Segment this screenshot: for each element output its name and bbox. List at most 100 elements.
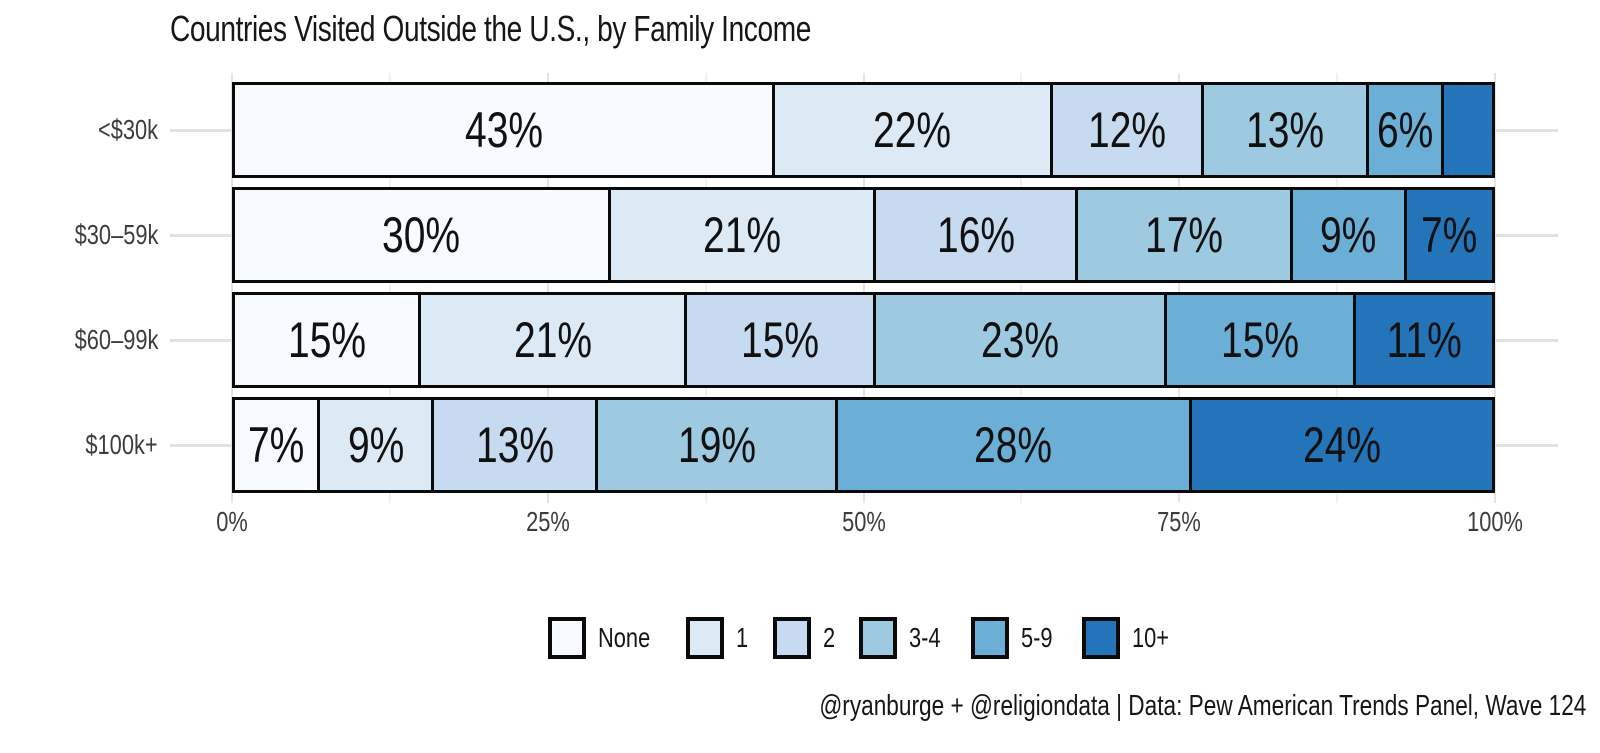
x-axis-tick-text: 25% xyxy=(525,506,570,537)
bar-segment: 17% xyxy=(1078,187,1293,283)
legend-item: 5-9 xyxy=(970,617,1061,659)
legend-item: 1 xyxy=(686,617,752,659)
bar-segment: 21% xyxy=(610,187,877,283)
segment-value-label: 16% xyxy=(936,207,1015,263)
bar-segment: 43% xyxy=(232,82,776,178)
y-axis-category-label: $100k+ xyxy=(0,429,158,461)
segment-value-label: 13% xyxy=(475,417,554,473)
caption: @ryanburge + @religiondata | Data: Pew A… xyxy=(603,690,1586,723)
y-axis-category-text: $60–99k xyxy=(74,324,158,355)
gridline-minor xyxy=(388,73,391,503)
bar-segment xyxy=(1444,82,1495,178)
gridline-major xyxy=(1494,73,1496,503)
x-axis-tick-text: 50% xyxy=(841,506,886,537)
legend-label: 1 xyxy=(736,622,749,653)
legend-label: None xyxy=(598,622,651,653)
segment-value-label: 13% xyxy=(1246,102,1325,158)
y-axis-category-text: <$30k xyxy=(97,114,158,145)
segment-value-label: 17% xyxy=(1145,207,1224,263)
segment-value-label: 43% xyxy=(464,102,543,158)
legend-label: 10+ xyxy=(1132,622,1170,653)
legend-swatch xyxy=(970,617,1009,659)
chart-title-text: Countries Visited Outside the U.S., by F… xyxy=(170,8,811,49)
bar-segment: 7% xyxy=(1406,187,1495,283)
bar-segment: 15% xyxy=(1166,292,1357,388)
legend-label: 5-9 xyxy=(1020,622,1053,653)
segment-value-label: 6% xyxy=(1376,102,1434,158)
legend-swatch xyxy=(548,617,587,659)
bar-segment: 12% xyxy=(1052,82,1205,178)
bar-segment: 9% xyxy=(1292,187,1407,283)
gridline-minor xyxy=(1020,73,1023,503)
legend-item: 2 xyxy=(772,617,839,659)
segment-value-label: 21% xyxy=(702,207,782,263)
bar-segment: 13% xyxy=(1204,82,1369,178)
x-axis-tick-label: 0% xyxy=(212,506,252,538)
legend-label: 3-4 xyxy=(909,622,941,653)
segment-value-label: 9% xyxy=(1320,207,1377,263)
bar-segment: 15% xyxy=(686,292,877,388)
segment-value-label: 22% xyxy=(873,102,952,158)
bar-segment: 24% xyxy=(1191,397,1495,493)
segment-value-label: 21% xyxy=(513,312,592,368)
bar-segment: 6% xyxy=(1368,82,1445,178)
segment-value-label: 9% xyxy=(347,417,404,473)
x-axis-tick-text: 100% xyxy=(1467,506,1523,537)
segment-value-label: 12% xyxy=(1088,102,1167,158)
legend: None 1 2 3-4 5-9 10+ xyxy=(170,612,1558,664)
bar-segment: 28% xyxy=(838,397,1192,493)
segment-value-label: 30% xyxy=(382,207,461,263)
bar-row: 30% 21% 16% 17% 9% 7% xyxy=(232,187,1495,283)
bar-segment: 15% xyxy=(232,292,422,388)
x-axis-tick-label: 75% xyxy=(1151,506,1207,538)
bar-segment: 7% xyxy=(232,397,321,493)
bar-segment: 13% xyxy=(434,397,599,493)
chart-title: Countries Visited Outside the U.S., by F… xyxy=(170,8,992,50)
bar-segment: 22% xyxy=(775,82,1053,178)
gridline-minor xyxy=(704,73,707,503)
bar-segment: 23% xyxy=(876,292,1167,388)
legend-label: 2 xyxy=(822,622,835,653)
segment-value-label: 15% xyxy=(740,312,819,368)
y-axis-category-label: $30–59k xyxy=(0,219,158,251)
bar-segment: 30% xyxy=(232,187,611,283)
segment-value-label: 19% xyxy=(677,417,756,473)
y-axis-category-label: <$30k xyxy=(0,114,158,146)
x-axis-tick-label: 100% xyxy=(1459,506,1531,538)
caption-text: @ryanburge + @religiondata | Data: Pew A… xyxy=(818,690,1586,722)
plot-panel: 43% 22% 12% 13% 6% 30% 21% 16% 17% 9% 7% 15% 21% 15% 2… xyxy=(170,73,1558,503)
gridline-major xyxy=(546,73,549,503)
segment-value-label: 11% xyxy=(1386,312,1462,368)
segment-value-label: 23% xyxy=(980,312,1059,368)
legend-swatch xyxy=(772,617,811,659)
legend-swatch xyxy=(859,617,898,659)
bar-row: 43% 22% 12% 13% 6% xyxy=(232,82,1495,178)
y-axis-category-label: $60–99k xyxy=(0,324,158,356)
bar-segment: 16% xyxy=(876,187,1079,283)
y-axis-category-text: $100k+ xyxy=(85,429,158,460)
gridline-major xyxy=(231,73,233,503)
legend-item: 3-4 xyxy=(859,617,949,659)
segment-value-label: 24% xyxy=(1302,417,1381,473)
x-axis-tick-label: 50% xyxy=(835,506,891,538)
legend-swatch xyxy=(1082,617,1121,659)
legend-item: 10+ xyxy=(1082,617,1180,659)
bar-segment: 11% xyxy=(1356,292,1495,388)
segment-value-label: 15% xyxy=(287,312,366,368)
bar-segment: 9% xyxy=(320,397,435,493)
x-axis-tick-label: 25% xyxy=(520,506,576,538)
bar-segment: 21% xyxy=(421,292,687,388)
segment-value-label: 28% xyxy=(974,417,1053,473)
segment-value-label: 15% xyxy=(1220,312,1299,368)
gridline-major xyxy=(1178,73,1181,503)
gridline-major xyxy=(862,73,865,503)
segment-value-label: 7% xyxy=(248,417,305,473)
bar-row: 7% 9% 13% 19% 28% 24% xyxy=(232,397,1495,493)
bar-segment: 19% xyxy=(598,397,839,493)
bar-row: 15% 21% 15% 23% 15% 11% xyxy=(232,292,1495,388)
legend-swatch xyxy=(686,617,725,659)
x-axis-tick-text: 0% xyxy=(216,506,248,537)
gridline-minor xyxy=(1336,73,1339,503)
x-axis-tick-text: 75% xyxy=(1157,506,1202,537)
